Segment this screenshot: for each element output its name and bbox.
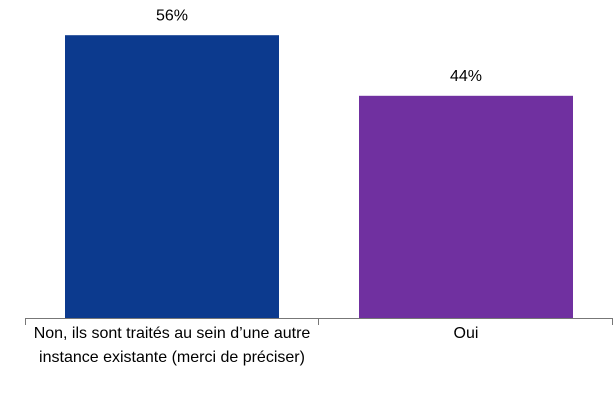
x-tick-label: Non, ils sont traités au sein d’une autr… xyxy=(33,325,311,366)
data-label: 44% xyxy=(450,68,482,85)
data-label: 56% xyxy=(156,7,188,24)
bar xyxy=(359,95,573,318)
bar xyxy=(65,35,279,318)
x-tick-label: Oui xyxy=(453,325,479,342)
